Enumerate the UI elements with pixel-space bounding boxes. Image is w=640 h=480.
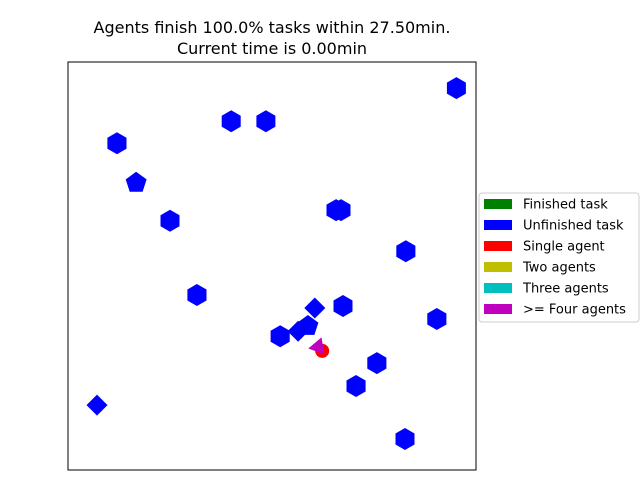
task-marker bbox=[395, 428, 415, 450]
legend-swatch bbox=[484, 304, 512, 314]
axes-frame bbox=[67, 61, 477, 471]
legend-swatch bbox=[484, 283, 512, 293]
task-marker bbox=[221, 110, 241, 133]
task-marker bbox=[346, 375, 366, 397]
legend-label: >= Four agents bbox=[523, 303, 626, 318]
legend: Finished task Unfinished task Single agent… bbox=[478, 192, 640, 323]
task-marker bbox=[446, 77, 466, 100]
task-marker bbox=[331, 199, 351, 222]
plot-area bbox=[86, 77, 466, 450]
legend-label: Two agents bbox=[522, 261, 596, 276]
task-marker bbox=[304, 297, 326, 319]
task-marker bbox=[256, 110, 276, 133]
task-marker bbox=[160, 209, 180, 232]
task-marker bbox=[333, 295, 353, 317]
task-marker bbox=[287, 320, 309, 342]
task-marker bbox=[125, 171, 147, 192]
chart-title-line-1: Agents finish 100.0% tasks within 27.50m… bbox=[94, 18, 451, 37]
legend-label: Three agents bbox=[522, 282, 609, 297]
task-marker bbox=[86, 394, 108, 416]
legend-box bbox=[478, 192, 640, 323]
legend-swatch bbox=[484, 220, 512, 230]
task-marker bbox=[270, 325, 290, 348]
agent-marker bbox=[308, 337, 325, 355]
legend-label: Single agent bbox=[523, 240, 605, 255]
task-marker bbox=[427, 308, 447, 330]
legend-swatch bbox=[484, 199, 512, 209]
task-marker bbox=[367, 352, 387, 375]
legend-label: Unfinished task bbox=[523, 219, 624, 234]
task-marker bbox=[396, 240, 416, 263]
chart-title-line-2: Current time is 0.00min bbox=[177, 39, 367, 58]
task-marker bbox=[187, 284, 207, 306]
task-marker bbox=[107, 132, 127, 155]
legend-swatch bbox=[484, 262, 512, 272]
legend-label: Finished task bbox=[523, 198, 608, 213]
legend-swatch bbox=[484, 241, 512, 251]
